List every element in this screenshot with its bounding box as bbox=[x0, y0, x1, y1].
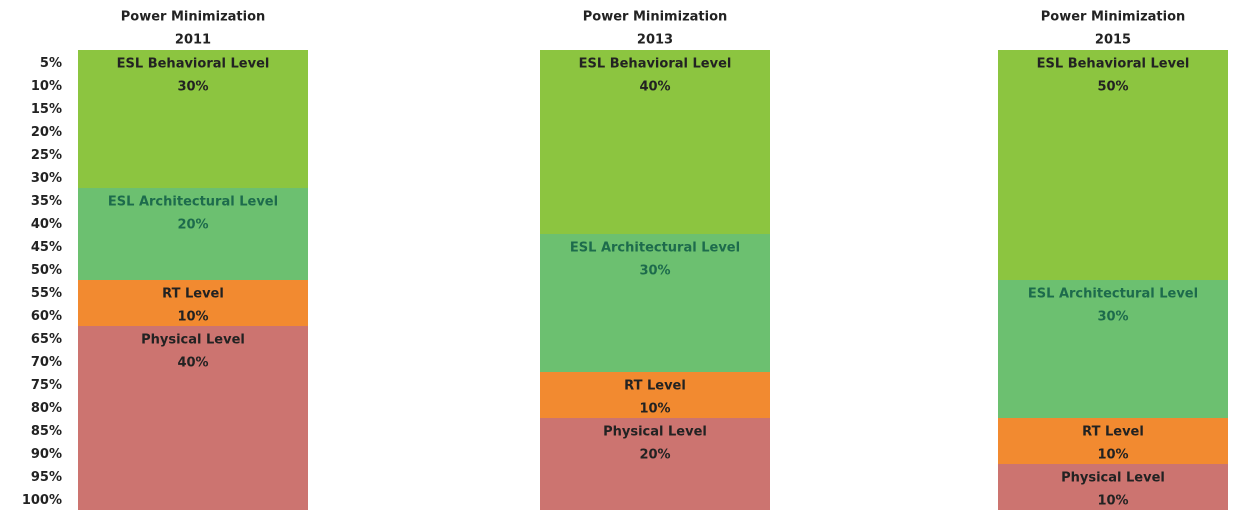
segment-name: RT Level bbox=[624, 379, 686, 394]
y-tick-label: 70% bbox=[31, 355, 62, 370]
y-tick-label: 85% bbox=[31, 424, 62, 439]
chart-title: Power Minimization bbox=[1041, 10, 1186, 25]
bar-segment bbox=[78, 50, 308, 188]
y-tick-label: 100% bbox=[22, 493, 62, 508]
segment-value-label: 10% bbox=[1097, 448, 1128, 463]
y-tick-label: 50% bbox=[31, 263, 62, 278]
segment-name: Physical Level bbox=[1061, 471, 1165, 486]
y-tick-label: 15% bbox=[31, 102, 62, 117]
bar-segment bbox=[998, 280, 1228, 418]
bar-segment bbox=[78, 188, 308, 280]
y-tick-label: 95% bbox=[31, 470, 62, 485]
segment-name: ESL Behavioral Level bbox=[117, 57, 270, 72]
segment-name: ESL Architectural Level bbox=[108, 195, 278, 210]
chart-subtitle: 2015 bbox=[1095, 33, 1131, 48]
y-tick-label: 35% bbox=[31, 194, 62, 209]
chart-subtitle: 2011 bbox=[175, 33, 211, 48]
segment-name: ESL Behavioral Level bbox=[579, 57, 732, 72]
segment-value-label: 10% bbox=[177, 310, 208, 325]
bar-segment bbox=[540, 372, 770, 418]
y-tick-label: 90% bbox=[31, 447, 62, 462]
y-tick-label: 5% bbox=[40, 56, 62, 71]
segment-name: ESL Behavioral Level bbox=[1037, 57, 1190, 72]
segment-value-label: 20% bbox=[177, 218, 208, 233]
chart-title: Power Minimization bbox=[121, 10, 266, 25]
segment-value-label: 20% bbox=[639, 448, 670, 463]
segment-value-label: 40% bbox=[639, 80, 670, 95]
y-tick-label: 75% bbox=[31, 378, 62, 393]
bar-segment bbox=[998, 50, 1228, 280]
bar-segment bbox=[540, 418, 770, 510]
chart-title: Power Minimization bbox=[583, 10, 728, 25]
y-tick-label: 40% bbox=[31, 217, 62, 232]
segment-name: RT Level bbox=[1082, 425, 1144, 440]
y-tick-label: 25% bbox=[31, 148, 62, 163]
segment-name: RT Level bbox=[162, 287, 224, 302]
segment-value-label: 30% bbox=[177, 80, 208, 95]
bar-segment bbox=[998, 464, 1228, 510]
segment-value-label: 10% bbox=[1097, 494, 1128, 509]
y-tick-label: 60% bbox=[31, 309, 62, 324]
y-tick-label: 30% bbox=[31, 171, 62, 186]
y-tick-label: 65% bbox=[31, 332, 62, 347]
segment-value-label: 10% bbox=[639, 402, 670, 417]
segment-value-label: 30% bbox=[1097, 310, 1128, 325]
chart-subtitle: 2013 bbox=[637, 33, 673, 48]
segment-value-label: 30% bbox=[639, 264, 670, 279]
segment-value-label: 50% bbox=[1097, 80, 1128, 95]
segment-name: ESL Architectural Level bbox=[570, 241, 740, 256]
y-tick-label: 45% bbox=[31, 240, 62, 255]
segment-name: Physical Level bbox=[603, 425, 707, 440]
segment-name: ESL Architectural Level bbox=[1028, 287, 1198, 302]
bar-segment bbox=[78, 280, 308, 326]
bar-segment bbox=[540, 50, 770, 234]
y-tick-label: 10% bbox=[31, 79, 62, 94]
segment-value-label: 40% bbox=[177, 356, 208, 371]
bar-segment bbox=[540, 234, 770, 372]
y-tick-label: 80% bbox=[31, 401, 62, 416]
y-tick-label: 20% bbox=[31, 125, 62, 140]
bar-segment bbox=[998, 418, 1228, 464]
segment-name: Physical Level bbox=[141, 333, 245, 348]
y-tick-label: 55% bbox=[31, 286, 62, 301]
bar-segment bbox=[78, 326, 308, 510]
